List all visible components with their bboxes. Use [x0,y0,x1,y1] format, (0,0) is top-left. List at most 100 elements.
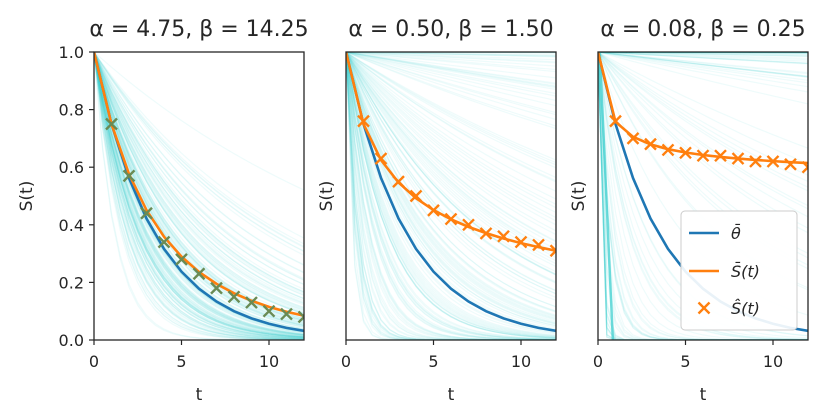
sample-curve [94,52,304,340]
sample-curve [598,52,808,78]
sample-curve [346,52,556,121]
sample-curve [346,52,556,325]
sample-curve [94,52,304,313]
sample-curve [346,52,556,339]
sample-curve [598,52,808,207]
s-hat-marker [514,235,528,249]
sample-curve [346,52,556,308]
sample-curve [346,52,556,321]
sample-curve [346,52,556,116]
sample-curve [598,52,808,105]
s-hat-marker [679,146,692,160]
sample-curve [94,52,304,340]
s-hat-marker [731,152,745,165]
sample-curve [346,52,556,265]
sample-curve [346,52,556,337]
sample-curve [94,52,304,336]
sample-curve [346,52,556,275]
sample-curve [346,52,556,79]
sample-curve [346,52,556,327]
sample-curve [94,52,304,339]
sample-curve [346,52,556,89]
sample-curve [94,52,304,339]
sample-curve [346,52,556,340]
s-hat-marker [427,204,440,217]
sample-curve [346,52,556,63]
s-hat-marker [696,149,710,163]
sample-curve [346,52,556,338]
sample-curve [94,52,304,336]
sample-curve [94,52,304,340]
sample-curve [346,52,556,87]
sample-curve [598,52,808,78]
plot-area [346,52,556,340]
x-tick-label: 10 [511,352,531,371]
y-tick-label: 0.6 [59,158,84,177]
sample-curve [346,52,556,340]
sample-curve [346,52,556,192]
sample-curve [346,52,556,340]
sample-curve [94,52,304,340]
sample-curve [346,52,556,339]
s-hat-marker [105,117,118,131]
sample-curve [94,52,304,322]
sample-curve [94,52,304,339]
sample-curve [94,52,304,321]
s-hat-marker [297,310,304,324]
sample-curve [94,52,304,336]
sample-curve [346,52,556,88]
sample-curve [94,52,304,273]
sample-curve [94,52,304,340]
sample-curve [94,52,304,340]
sample-curve [94,52,304,315]
x-tick-label: 0 [89,352,99,371]
sample-curve [346,52,556,319]
s-hat-marker [714,149,727,163]
x-tick-label: 0 [593,352,603,371]
sample-curve [94,52,304,340]
s-hat-marker [262,304,276,318]
sample-curve [346,52,556,169]
s-hat-marker [374,152,388,165]
sample-curve [94,52,304,336]
sample-curve [346,52,556,259]
sample-curve [598,52,808,210]
sample-curve [346,52,556,340]
legend-item: S̄(t) [689,262,760,281]
sample-curve [94,52,304,338]
sample-curve [346,52,556,57]
sample-curve [598,52,808,65]
sample-curve [598,52,808,229]
sample-curve [94,52,304,266]
sample-curve [598,52,808,340]
plot-background [346,52,556,340]
s-hat-marker [392,175,405,188]
sample-curve [346,52,556,276]
s-hat-marker [661,143,675,157]
sample-curve [94,52,304,340]
x-axis-label: t [448,385,455,405]
sample-curve [94,52,304,336]
x-tick-label: 10 [259,352,279,371]
legend-item: Ŝ(t) [697,299,760,318]
sample-curve [94,52,304,290]
sample-curve [94,52,304,333]
sample-curve [346,52,556,312]
sample-curve [346,52,556,85]
sample-curve [346,52,556,301]
y-tick-label: 0.4 [59,216,84,235]
sample-curve [346,52,556,283]
sample-curve [598,52,808,176]
sample-curve [346,52,556,337]
sample-curve [94,52,304,337]
sample-curve [94,52,304,337]
sample-curve [346,52,556,340]
plot-background [94,52,304,340]
sample-curve [346,52,556,219]
sample-curve [94,52,304,336]
y-tick-label: 0.8 [59,101,84,120]
sample-curve [94,52,304,327]
sample-curve [346,52,556,90]
s-bar-line [94,52,304,318]
sample-curve [94,52,304,334]
